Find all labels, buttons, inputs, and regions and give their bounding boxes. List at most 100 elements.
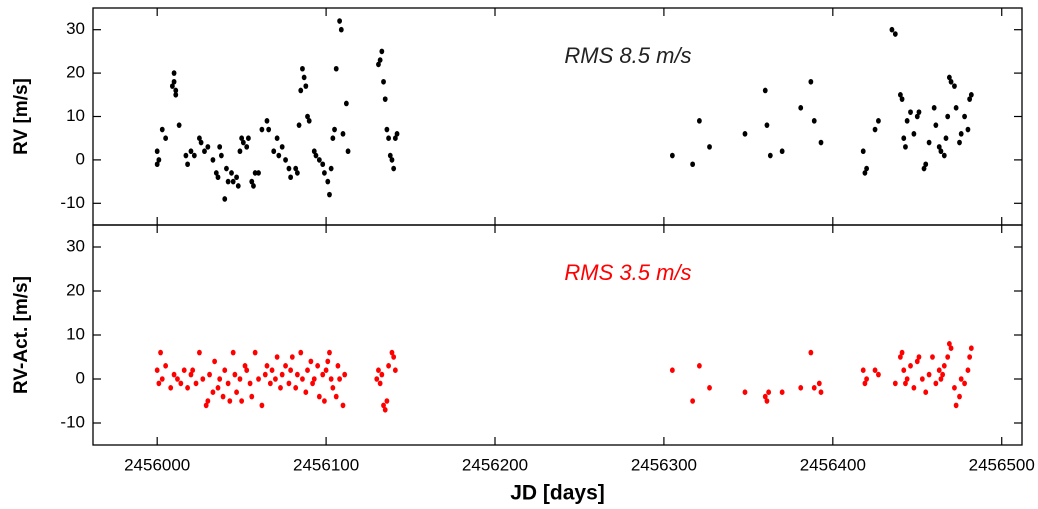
point [936, 367, 942, 374]
point [188, 371, 194, 378]
point [330, 135, 336, 141]
point [876, 118, 881, 124]
point [899, 349, 905, 356]
point [968, 345, 974, 352]
point [897, 92, 903, 98]
point [205, 144, 211, 150]
point [376, 367, 381, 374]
point [860, 148, 866, 155]
point [234, 174, 239, 181]
point [382, 96, 388, 102]
point [266, 126, 272, 133]
point [249, 393, 255, 400]
point [382, 407, 388, 413]
point [224, 165, 229, 172]
point [245, 135, 251, 141]
point [323, 367, 329, 374]
point [296, 122, 302, 128]
point [923, 161, 929, 168]
point [222, 367, 228, 374]
point [237, 148, 243, 155]
point [376, 61, 381, 68]
point [230, 178, 236, 185]
point [938, 376, 944, 382]
point [391, 165, 397, 172]
point [808, 78, 814, 85]
point [171, 78, 177, 85]
point [176, 122, 182, 128]
point [313, 152, 319, 159]
annotation: RMS 8.5 m/s [564, 43, 691, 68]
point [914, 358, 920, 365]
point [227, 398, 233, 404]
point [286, 380, 292, 387]
point [958, 376, 964, 382]
x-tick-label: 2456200 [462, 455, 528, 474]
point [940, 371, 946, 378]
plot-frame [92, 224, 1023, 446]
point [938, 148, 944, 155]
point [872, 126, 878, 133]
point [889, 26, 895, 33]
point [916, 109, 922, 115]
point [389, 349, 395, 356]
point [690, 398, 696, 404]
point [953, 402, 959, 409]
y-tick-label: 10 [66, 106, 85, 125]
point [946, 341, 952, 347]
point [908, 363, 913, 369]
point [200, 376, 206, 382]
point [300, 65, 305, 72]
point [300, 376, 305, 382]
point [379, 48, 385, 55]
point [764, 398, 770, 404]
point [316, 393, 322, 400]
point [193, 380, 199, 387]
point [225, 178, 231, 185]
point [217, 144, 223, 150]
point [669, 152, 675, 159]
point [962, 113, 967, 120]
point [916, 354, 922, 360]
annotation: RMS 3.5 m/s [564, 260, 691, 285]
point [244, 367, 250, 374]
point [374, 376, 380, 382]
point [779, 389, 785, 396]
point [779, 148, 785, 155]
point [217, 376, 223, 382]
point [335, 363, 341, 369]
point [213, 170, 219, 176]
point [762, 393, 768, 400]
point [903, 144, 908, 150]
point [967, 96, 973, 102]
point [288, 367, 294, 374]
point [386, 135, 391, 141]
point [198, 139, 204, 146]
point [320, 161, 326, 168]
point [936, 144, 942, 150]
point [210, 389, 216, 396]
point [274, 354, 280, 360]
point [903, 380, 908, 387]
point [159, 126, 165, 133]
point [926, 139, 932, 146]
point [923, 389, 929, 396]
point [926, 371, 932, 378]
point [156, 157, 162, 163]
point [872, 367, 878, 374]
point [945, 354, 951, 360]
point [337, 18, 343, 24]
point [207, 371, 212, 378]
point [316, 157, 322, 163]
x-tick-label: 2456500 [969, 455, 1035, 474]
point [303, 83, 309, 89]
point [293, 165, 299, 172]
point [957, 139, 962, 146]
point [156, 380, 162, 387]
point [933, 122, 939, 128]
point [169, 83, 175, 89]
point [220, 393, 226, 400]
point [957, 393, 962, 400]
point [171, 70, 177, 76]
point [690, 161, 696, 168]
